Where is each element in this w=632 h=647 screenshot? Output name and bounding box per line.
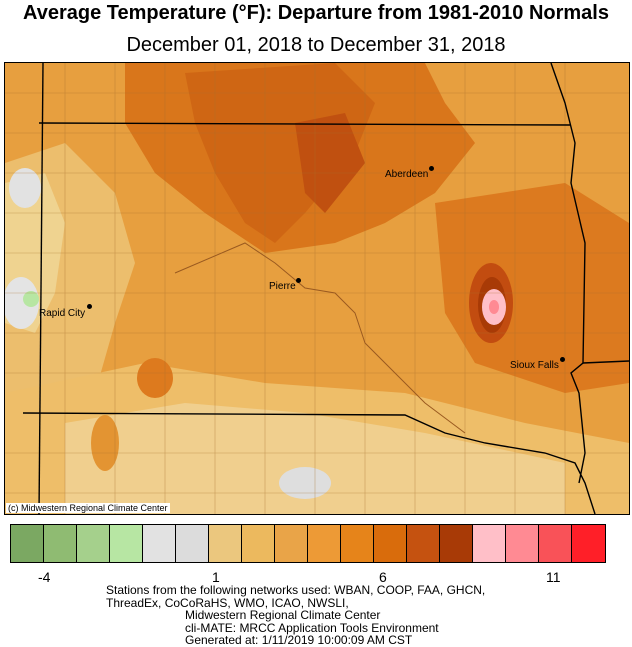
legend-swatch [209, 525, 242, 562]
chart-title: Average Temperature (°F): Departure from… [23, 2, 609, 24]
state-line-east [550, 63, 586, 484]
legend-swatch [77, 525, 110, 562]
footer-line: cli-MATE: MRCC Application Tools Environ… [185, 620, 439, 635]
legend-swatch [341, 525, 374, 562]
legend-swatch [275, 525, 308, 562]
city-label-sioux-falls: Sioux Falls [510, 360, 559, 371]
pierre-marker [296, 278, 301, 283]
footer-line: Generated at: 1/11/2019 10:00:09 AM CST [185, 633, 413, 647]
map-credit: (c) Midwestern Regional Climate Center [6, 503, 170, 513]
state-line-north [38, 122, 571, 126]
legend-swatch [143, 525, 176, 562]
sioux-falls-marker [560, 357, 565, 362]
legend-swatch [473, 525, 506, 562]
legend-swatch [308, 525, 341, 562]
legend-swatch [506, 525, 539, 562]
near-normal-spot-south [279, 467, 331, 499]
rapid-city-marker [87, 304, 92, 309]
state-line-iowa [582, 360, 629, 364]
warm-anomaly-peak-north [295, 113, 365, 213]
footer-line: ThreadEx, CoCoRaHS, WMO, ICAO, NWSLI, [106, 595, 349, 610]
legend-swatch [11, 525, 44, 562]
color-scale-legend [10, 524, 606, 563]
state-boundaries [22, 63, 629, 514]
city-label-pierre: Pierre [269, 281, 296, 292]
near-normal-spot-blackhills [5, 277, 39, 329]
legend-swatch [110, 525, 143, 562]
footer-line: Midwestern Regional Climate Center [185, 608, 381, 622]
cool-spot-blackhills [23, 291, 39, 307]
warm-peak-core [489, 300, 499, 314]
warm-spot-southwest [91, 415, 119, 471]
near-normal-spot-northwest [9, 168, 41, 208]
legend-swatch [440, 525, 473, 562]
state-line-west [38, 63, 44, 514]
legend-swatch [176, 525, 209, 562]
map-canvas [5, 63, 629, 514]
legend-tick-label: 11 [546, 569, 561, 585]
state-line-south [22, 412, 596, 514]
missouri-river [174, 242, 466, 434]
warm-spot-badlands [137, 358, 173, 398]
date-range-subtitle: December 01, 2018 to December 31, 2018 [126, 34, 506, 56]
legend-tick-label: 6 [379, 569, 387, 585]
city-label-aberdeen: Aberdeen [385, 169, 429, 180]
footer-line: Stations from the following networks use… [106, 583, 486, 597]
temperature-departure-map: Aberdeen Pierre Rapid City Sioux Falls (… [4, 62, 630, 515]
legend-swatch [572, 525, 605, 562]
aberdeen-marker [429, 166, 434, 171]
legend-swatch [44, 525, 77, 562]
legend-swatch [407, 525, 440, 562]
legend-tick-label: -4 [38, 569, 51, 585]
warm-anomaly-core-north [185, 63, 375, 243]
legend-swatch [374, 525, 407, 562]
legend-swatch [242, 525, 275, 562]
city-label-rapid-city: Rapid City [39, 308, 86, 319]
legend-swatch [539, 525, 572, 562]
county-boundaries [5, 63, 629, 514]
footer-notes: Stations from the following networks use… [106, 584, 485, 647]
legend-tick-label: 1 [212, 569, 220, 585]
